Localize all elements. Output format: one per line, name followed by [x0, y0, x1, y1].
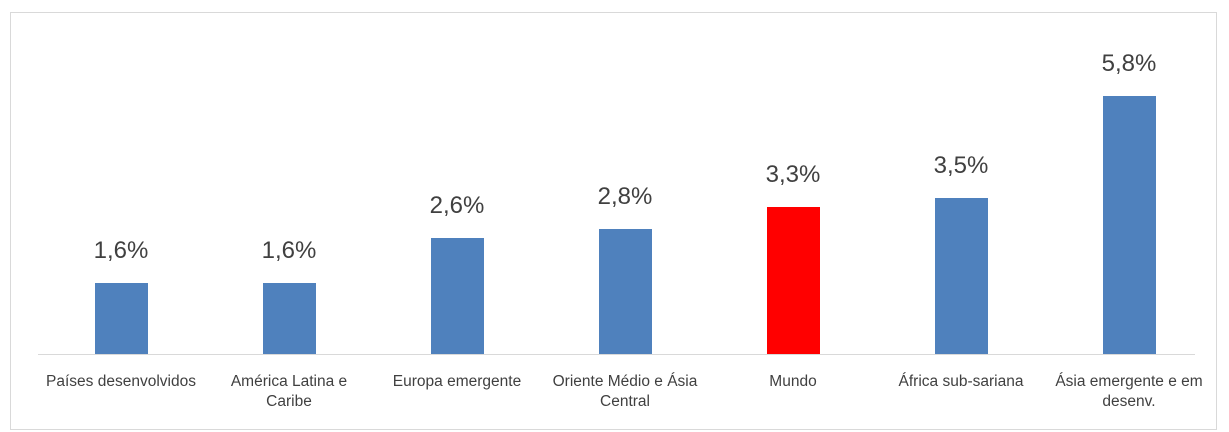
- bar: [934, 198, 988, 354]
- data-label: 2,8%: [597, 183, 653, 211]
- data-label: 3,3%: [765, 161, 821, 189]
- data-label: 5,8%: [1101, 50, 1157, 77]
- bar: [766, 207, 820, 354]
- x-tick-label: Ásia emergente e em desenv.: [1055, 373, 1203, 410]
- bar: [430, 238, 484, 354]
- bar: [1102, 96, 1156, 354]
- x-tick-label: Países desenvolvidos: [46, 373, 196, 390]
- data-label: 1,6%: [261, 236, 317, 264]
- baseline: [38, 354, 1195, 355]
- x-tick-label: América Latina e Caribe: [230, 373, 348, 410]
- bar: [598, 229, 652, 354]
- data-label: 1,6%: [93, 236, 149, 264]
- x-tick-label: Oriente Médio e Ásia Central: [552, 373, 698, 410]
- data-label: 3,5%: [933, 152, 989, 180]
- bar: [262, 282, 316, 354]
- x-tick-label: Mundo: [769, 373, 817, 390]
- data-label: 2,6%: [429, 192, 485, 220]
- chart-frame: [10, 12, 1217, 430]
- bar: [94, 282, 148, 354]
- x-tick-label: Europa emergente: [392, 373, 522, 390]
- x-tick-label: África sub-sariana: [898, 373, 1024, 390]
